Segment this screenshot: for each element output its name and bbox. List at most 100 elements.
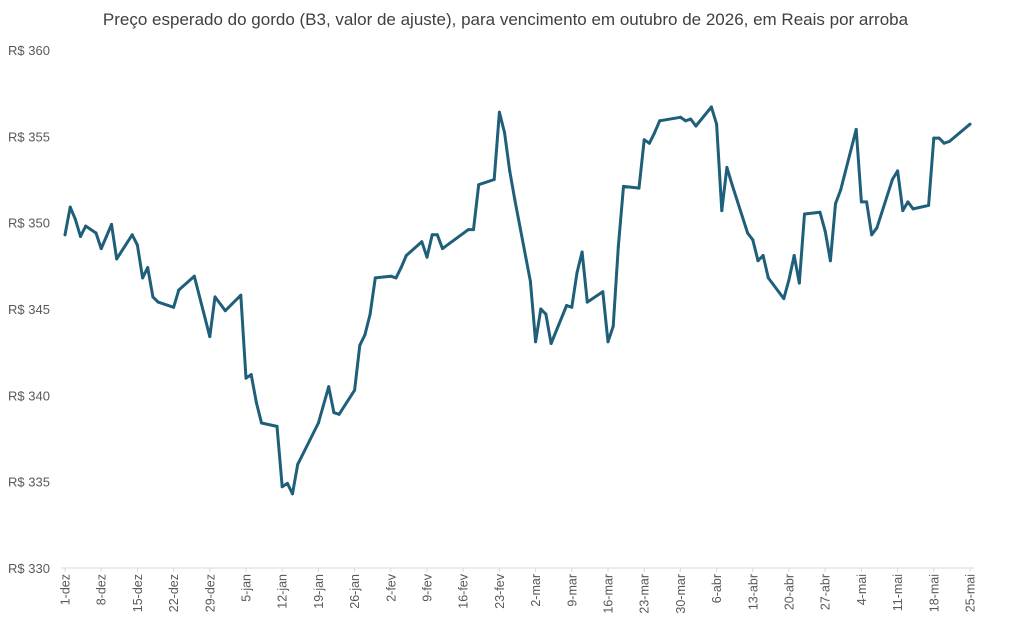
data-point: [426, 256, 429, 259]
data-point: [441, 247, 444, 250]
data-point: [224, 309, 227, 312]
data-point: [658, 119, 661, 122]
data-point: [751, 238, 754, 241]
x-tick-label: 8-dez: [95, 574, 109, 605]
x-tick-label: 16-mar: [602, 574, 616, 614]
data-point: [193, 275, 196, 278]
y-tick-label: R$ 335: [8, 475, 50, 490]
data-point: [529, 280, 532, 283]
data-point: [214, 295, 217, 298]
data-point: [363, 333, 366, 336]
data-point: [110, 223, 113, 226]
data-point: [612, 325, 615, 328]
data-point: [710, 106, 713, 109]
data-point: [901, 209, 904, 212]
data-point: [255, 401, 258, 404]
data-point: [79, 235, 82, 238]
data-point: [498, 111, 501, 114]
data-point: [100, 247, 103, 250]
data-point: [296, 463, 299, 466]
data-point: [839, 188, 842, 191]
data-point: [932, 137, 935, 140]
data-point: [327, 385, 330, 388]
data-point: [260, 422, 263, 425]
data-point: [653, 131, 656, 134]
data-point: [172, 306, 175, 309]
y-tick-label: R$ 360: [8, 43, 50, 58]
x-tick-label: 22-dez: [167, 574, 181, 612]
y-tick-label: R$ 330: [8, 561, 50, 576]
data-point: [643, 138, 646, 141]
data-point: [64, 233, 67, 236]
data-point: [819, 211, 822, 214]
data-point: [870, 233, 873, 236]
x-tick-label: 30-mar: [674, 574, 688, 614]
data-point: [684, 119, 687, 122]
x-tick-label: 6-abr: [710, 574, 724, 603]
data-point: [208, 335, 211, 338]
data-point: [395, 276, 398, 279]
data-point: [276, 425, 279, 428]
y-tick-label: R$ 340: [8, 388, 50, 403]
data-point: [906, 200, 909, 203]
data-point: [689, 118, 692, 121]
data-point: [431, 233, 434, 236]
data-point: [824, 230, 827, 233]
data-point: [638, 187, 641, 190]
data-point: [513, 199, 516, 202]
data-point: [720, 209, 723, 212]
data-point: [912, 207, 915, 210]
data-point: [782, 297, 785, 300]
x-tick-label: 11-mai: [891, 574, 905, 611]
data-point: [353, 389, 356, 392]
x-tick-label: 1-dez: [59, 574, 73, 605]
data-point: [927, 204, 930, 207]
data-point: [793, 254, 796, 257]
x-tick-label: 2-fev: [384, 573, 398, 602]
x-tick-label: 20-abr: [783, 574, 797, 610]
data-point: [757, 259, 760, 262]
y-tick-label: R$ 350: [8, 216, 50, 231]
data-point: [607, 340, 610, 343]
y-axis-ticks: R$ 330 R$ 335 R$ 340 R$ 345 R$ 350 R$ 355 R$ 3…: [8, 43, 50, 576]
data-point: [943, 142, 946, 145]
data-point: [865, 200, 868, 203]
data-point: [788, 278, 791, 281]
data-point: [420, 240, 423, 243]
x-tick-label: 27-abr: [819, 574, 833, 610]
x-tick-label: 23-mar: [638, 574, 652, 614]
x-tick-label: 13-abr: [746, 574, 760, 610]
data-point: [358, 344, 361, 347]
data-point: [477, 183, 480, 186]
data-point: [767, 276, 770, 279]
x-tick-label: 16-fev: [457, 573, 471, 608]
data-point: [146, 266, 149, 269]
x-tick-label: 4-mai: [855, 574, 869, 605]
data-point: [875, 226, 878, 229]
data-point: [95, 232, 98, 235]
data-point: [74, 218, 77, 221]
x-tick-label: 19-jan: [312, 574, 326, 609]
x-tick-label: 29-dez: [203, 574, 217, 612]
data-point: [69, 206, 72, 209]
data-point: [332, 411, 335, 414]
x-tick-label: 23-fev: [493, 573, 507, 608]
data-point: [286, 482, 289, 485]
data-point: [245, 377, 248, 380]
x-tick-label: 5-jan: [240, 574, 254, 602]
data-point: [136, 244, 139, 247]
x-tick-label: 25-mai: [964, 574, 978, 612]
x-tick-label: 18-mai: [927, 574, 941, 612]
data-point: [581, 251, 584, 254]
data-point: [539, 308, 542, 311]
x-tick-label: 2-mar: [529, 574, 543, 607]
data-point: [374, 276, 377, 279]
data-point: [570, 306, 573, 309]
data-point: [860, 200, 863, 203]
data-point: [891, 178, 894, 181]
data-point: [534, 340, 537, 343]
data-point: [115, 257, 118, 260]
data-point: [601, 290, 604, 293]
y-tick-label: R$ 355: [8, 129, 50, 144]
